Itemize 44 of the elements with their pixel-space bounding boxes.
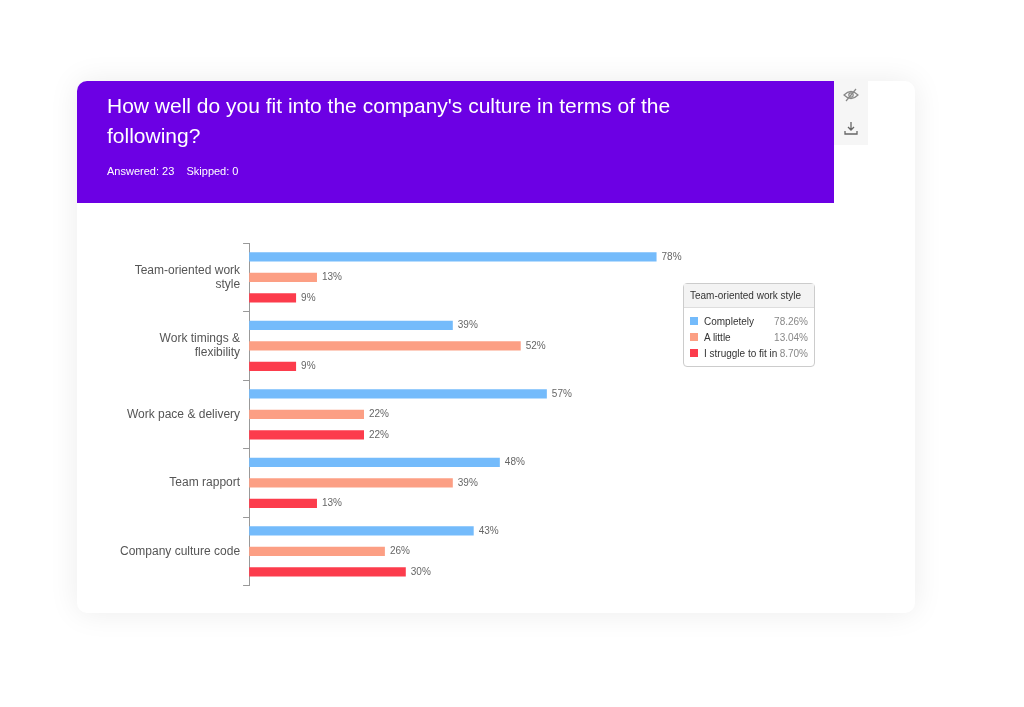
bar (249, 498, 317, 509)
y-tick-label: Team rapport (169, 475, 241, 490)
data-label: 57% (551, 387, 572, 399)
bar (249, 546, 385, 556)
data-label: 9% (301, 291, 316, 303)
data-label: 78% (661, 250, 682, 262)
y-tick-label: Work timings & flexibility (159, 331, 241, 360)
legend-label: I struggle to fit in (704, 347, 779, 359)
text: 8.70% (779, 347, 808, 359)
bar (249, 293, 297, 303)
data-label: 13% (321, 271, 343, 283)
data-label: 30% (410, 565, 431, 577)
chart-subtitle: Answered: 23 Skipped: 0 (107, 165, 240, 177)
bar (249, 361, 297, 372)
bar (249, 430, 364, 440)
bar (249, 389, 547, 399)
legend-title: Team-oriented work style (684, 284, 814, 308)
bar (249, 272, 317, 283)
bar (249, 409, 364, 420)
y-tick-label: Team-oriented work style (134, 262, 242, 291)
data-label: 48% (504, 456, 525, 468)
bar (249, 320, 453, 330)
chart-title: How well do you fit into the company's culture in terms of the following? (107, 93, 672, 149)
data-label: 22% (369, 408, 390, 420)
bar (249, 341, 521, 351)
data-label: 22% (369, 428, 390, 440)
y-tick-label: Work pace & delivery (126, 406, 241, 421)
text: 78.26% (774, 315, 808, 327)
legend-label: Completely (704, 315, 756, 327)
data-label: 52% (525, 339, 546, 351)
bar (249, 567, 406, 577)
data-label: 39% (457, 319, 478, 331)
text: 13.04% (774, 331, 808, 343)
legend-label: A little (704, 331, 732, 343)
bar (249, 526, 474, 536)
data-label: 9% (301, 360, 316, 372)
bar (249, 478, 453, 488)
bar (249, 457, 500, 467)
data-label: 13% (321, 497, 343, 509)
y-tick-label: Company culture code (119, 543, 241, 558)
data-label: 43% (478, 524, 499, 536)
data-label: 26% (389, 545, 411, 557)
bar (249, 252, 657, 262)
data-label: 39% (457, 476, 478, 488)
